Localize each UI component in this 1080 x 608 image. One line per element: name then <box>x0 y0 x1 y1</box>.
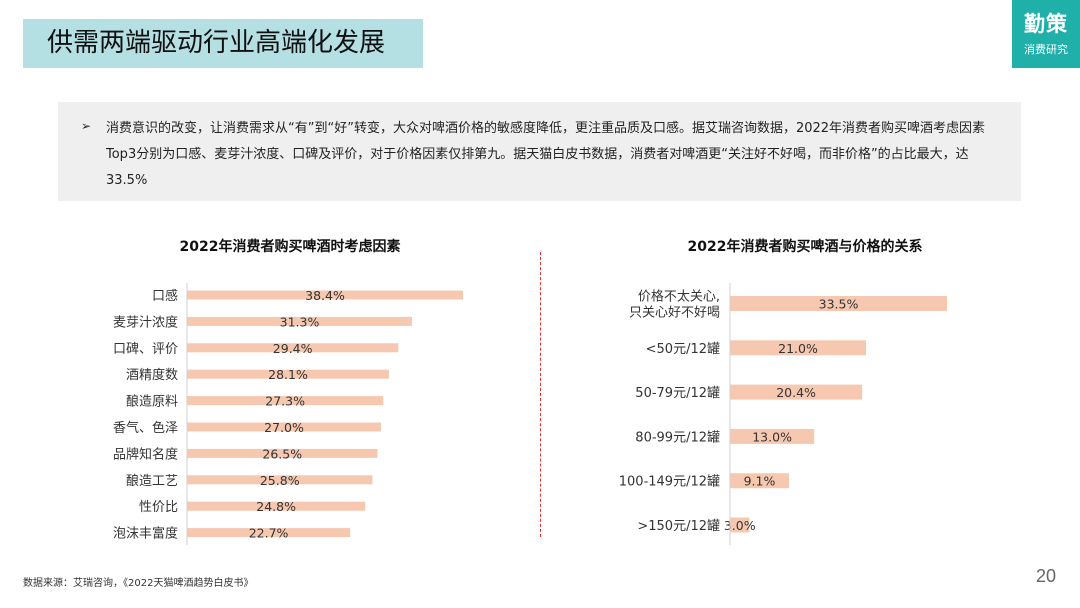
category-label: 100-149元/12罐 <box>619 475 720 490</box>
price-bar-chart: 33.5% 价格不太关心,只关心好不好喝 21.0% <50元/12罐 20.4% 50-… <box>619 283 947 545</box>
bar <box>730 384 863 400</box>
bar-value-label: 26.5% <box>262 446 302 461</box>
bar <box>187 422 382 432</box>
bullet-arrow-icon: ➢ <box>81 119 92 133</box>
bar <box>187 343 399 353</box>
logo-main-text: 勤策 <box>1024 11 1068 36</box>
bar-value-label: 13.0% <box>752 429 792 444</box>
bar-value-label: 29.4% <box>273 341 313 356</box>
bar-value-label: 28.1% <box>268 367 308 382</box>
summary-text: 消费意识的改变，让消费需求从“有”到“好”转变，大众对啤酒价格的敏感度降低，更注… <box>106 121 986 188</box>
category-label: 80-99元/12罐 <box>635 430 720 445</box>
bar <box>730 473 789 489</box>
category-label: 酿造工艺 <box>126 473 178 489</box>
brand-logo: 勤策 消费研究 <box>1012 0 1080 68</box>
summary-box: ➢ 消费意识的改变，让消费需求从“有”到“好”转变，大众对啤酒价格的敏感度降低，… <box>58 102 1021 201</box>
bar <box>730 428 815 444</box>
category-label: 只关心好不好喝 <box>629 306 720 321</box>
bar-value-label: 38.4% <box>305 288 345 303</box>
category-label: <50元/12罐 <box>646 342 720 357</box>
category-label: 香气、色泽 <box>113 420 178 436</box>
bar-value-label: 22.7% <box>249 526 289 541</box>
category-label: >150元/12罐 <box>637 519 720 534</box>
bar <box>187 448 378 458</box>
page-number: 20 <box>1035 566 1056 586</box>
category-label: 口碑、评价 <box>113 341 178 357</box>
bar <box>187 475 373 485</box>
category-label: 泡沫丰富度 <box>113 526 178 542</box>
chart-title-factors: 2022年消费者购买啤酒时考虑因素 <box>179 239 401 255</box>
bar <box>187 369 389 379</box>
bar <box>730 517 750 533</box>
bar <box>187 290 463 300</box>
bar-value-label: 27.0% <box>264 420 304 435</box>
bar <box>187 501 366 511</box>
chart-title-price: 2022年消费者购买啤酒与价格的关系 <box>687 239 923 255</box>
category-label: 酒精度数 <box>126 367 178 383</box>
bar <box>730 296 947 311</box>
logo-sub-text: 消费研究 <box>1024 43 1068 56</box>
bar-value-label: 20.4% <box>776 385 816 400</box>
title-banner: 供需两端驱动行业高端化发展 <box>23 19 423 68</box>
category-label: 酿造原料 <box>126 394 178 410</box>
bar-value-label: 25.8% <box>260 473 300 488</box>
category-label: 性价比 <box>139 500 178 515</box>
bar-value-label: 21.0% <box>778 341 818 356</box>
chart-divider <box>540 252 541 537</box>
bar-value-label: 31.3% <box>280 314 320 329</box>
bar-value-label: 24.8% <box>256 499 296 514</box>
page-title: 供需两端驱动行业高端化发展 <box>47 28 386 58</box>
category-label: 50-79元/12罐 <box>635 386 720 401</box>
bar-value-label: 33.5% <box>819 297 859 312</box>
data-source-note: 数据来源：艾瑞咨询，《2022天猫啤酒趋势白皮书》 <box>23 578 254 589</box>
category-label: 价格不太关心, <box>638 289 720 305</box>
bar <box>730 340 867 356</box>
bar-value-label: 3.0% <box>724 518 756 533</box>
bar <box>187 396 384 406</box>
bar <box>187 316 412 326</box>
category-label: 品牌知名度 <box>113 446 178 462</box>
category-label: 麦芽汁浓度 <box>113 314 178 330</box>
bar <box>187 528 351 538</box>
factors-bar-chart: 38.4% 口感 31.3% 麦芽汁浓度 29.4% 口碑、评价 28.1% 酒精度数 27.3… <box>113 283 463 545</box>
category-label: 口感 <box>152 288 178 304</box>
bar-value-label: 27.3% <box>265 394 305 409</box>
bar-value-label: 9.1% <box>744 474 776 489</box>
